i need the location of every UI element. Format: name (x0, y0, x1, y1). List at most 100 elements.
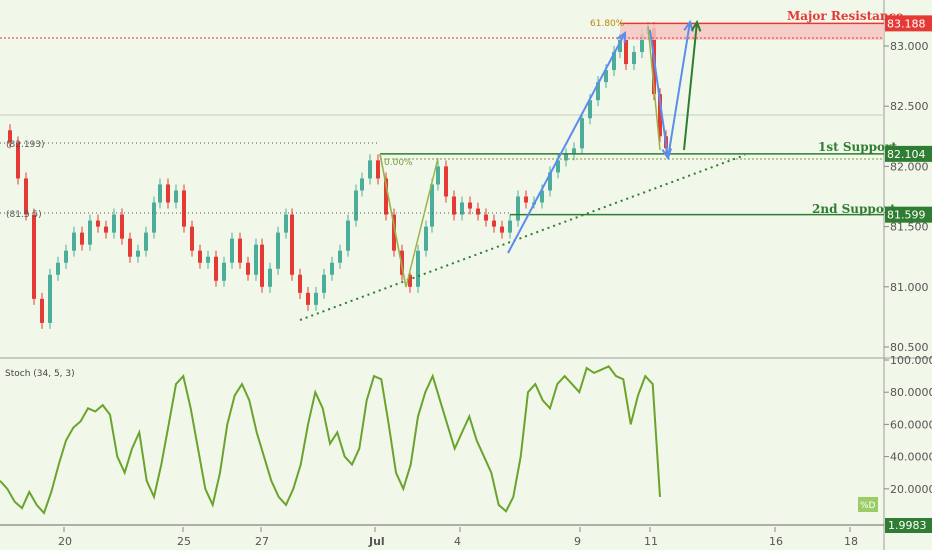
candle-body (376, 160, 380, 179)
stoch-title: Stoch (34, 5, 3) (5, 369, 75, 379)
candle-body (40, 298, 44, 323)
candle-body (322, 274, 326, 293)
candle-body (408, 274, 412, 287)
level-name-label: 1st Support (818, 140, 897, 154)
price-tick-label: 81.000 (890, 281, 929, 294)
swing-polyline (379, 153, 439, 288)
candle-body (290, 214, 294, 275)
level-price-tag-label: 82.104 (887, 148, 926, 161)
level-name-label: 2nd Support (812, 202, 896, 216)
candle-body (222, 262, 226, 281)
candle-body (500, 226, 504, 233)
candle-body (158, 184, 162, 203)
candle-body (198, 250, 202, 263)
candle-body (214, 256, 218, 281)
swing-leg (379, 153, 407, 288)
level-price-tag (885, 206, 932, 223)
level-price-tag (885, 15, 932, 32)
candle-body (508, 220, 512, 233)
fib-label-price-1: (82.193) (6, 140, 45, 150)
ascending-trendline (299, 154, 746, 321)
candle-body (368, 160, 372, 179)
candle-body (430, 184, 434, 227)
candle-body (190, 226, 194, 251)
time-tick-label: 4 (454, 535, 461, 548)
candle-body (452, 196, 456, 215)
arrow-up-green-head (690, 19, 702, 32)
candle-body (96, 220, 100, 227)
candle-body (658, 94, 662, 137)
candle-body (556, 160, 560, 173)
series-legend-badge (858, 497, 878, 512)
time-tick-label: Jul (368, 535, 385, 548)
price-tick-label: 82.000 (890, 160, 929, 173)
time-axis[interactable]: 20 25 27 Jul 4 9 11 16 18 (58, 527, 858, 548)
candle-body (476, 208, 480, 215)
candle-body (254, 244, 258, 275)
candle-body (330, 262, 334, 275)
candle-body (540, 190, 544, 203)
candle-body (572, 148, 576, 155)
drawings (299, 19, 746, 321)
candle-body (384, 178, 388, 215)
candle-body (72, 232, 76, 251)
time-tick-label: 18 (844, 535, 858, 548)
time-tick-label: 25 (177, 535, 191, 548)
candle-body (580, 118, 584, 149)
stoch-tick-label: 100.0000 (890, 354, 932, 367)
candle-body (48, 274, 52, 323)
resistance-zone (620, 23, 884, 40)
price-tick-label: 80.500 (890, 341, 929, 354)
time-tick-label: 27 (255, 535, 269, 548)
candle-body (564, 154, 568, 161)
stoch-tick-label: 60.0000 (890, 418, 932, 431)
stoch-d-line (0, 365, 661, 515)
time-tick-label: 11 (644, 535, 658, 548)
candle-body (588, 100, 592, 119)
candle-body (640, 33, 644, 53)
fib-label-6180: 61.80% (590, 19, 625, 29)
candle-body (346, 220, 350, 251)
candle-body (16, 142, 20, 179)
candle-body (354, 190, 358, 221)
arrow-up-green (683, 21, 698, 151)
candle-body (268, 268, 272, 287)
candle-body (618, 39, 622, 53)
candle-body (276, 232, 280, 269)
candle-body (612, 52, 616, 71)
candle-body (548, 172, 552, 191)
stoch-last-value: 1.9983 (888, 519, 927, 532)
candle-body (444, 166, 448, 197)
candle-body (360, 178, 364, 191)
candle-body (306, 292, 310, 305)
candle-body (516, 196, 520, 221)
level-price-tag-label: 81.599 (887, 209, 926, 222)
candle-body (104, 226, 108, 233)
candle-body (24, 178, 28, 215)
candle-body (524, 196, 528, 203)
candle-body (120, 214, 124, 239)
candle-body (56, 262, 60, 275)
fib-label-zero: 0.00% (384, 158, 413, 168)
candle-body (166, 184, 170, 203)
price-axis[interactable]: 83.000 82.500 82.000 81.500 81.000 80.500 (884, 40, 929, 354)
candle-body (460, 202, 464, 215)
candle-body (284, 214, 288, 233)
candle-body (182, 190, 186, 227)
price-tick-label: 83.000 (890, 40, 929, 53)
series-legend-label: %D (860, 501, 876, 511)
candle-body (424, 226, 428, 251)
candle-body (8, 130, 12, 143)
candle-body (112, 214, 116, 233)
candle-body (492, 220, 496, 227)
candle-body (338, 250, 342, 263)
time-tick-label: 20 (58, 535, 72, 548)
candles (8, 21, 668, 329)
fib-label-price-2: (81.5 5) (6, 210, 42, 220)
time-tick-label: 9 (574, 535, 581, 548)
candle-body (174, 190, 178, 203)
